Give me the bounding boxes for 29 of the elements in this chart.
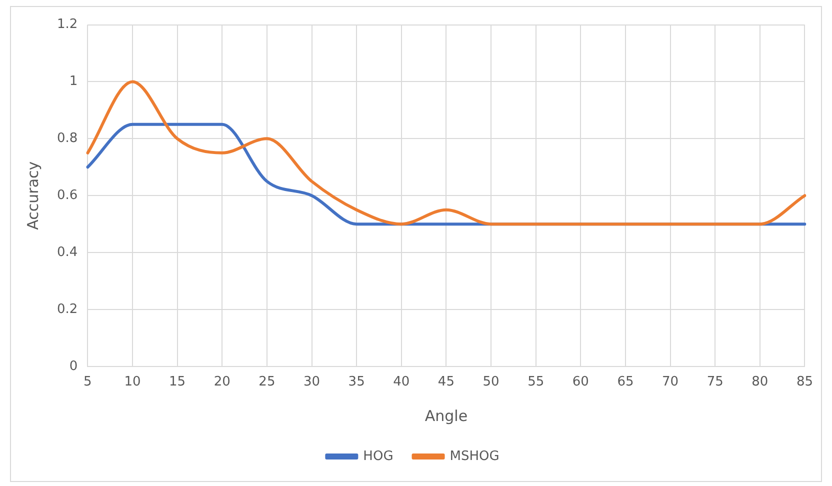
- y-tick-label: 1.2: [56, 17, 78, 32]
- y-tick-label: 0.8: [56, 131, 78, 146]
- x-tick-label: 65: [617, 374, 634, 390]
- y-tick-label: 0: [69, 358, 78, 374]
- legend-label: MSHOG: [450, 448, 500, 464]
- y-tick-label: 0.4: [56, 244, 78, 260]
- x-tick-label: 15: [169, 374, 186, 390]
- x-tick-label: 5: [84, 374, 92, 390]
- line-series: [86, 80, 806, 226]
- x-tick-label: 85: [796, 374, 813, 390]
- legend-label: HOG: [363, 448, 394, 464]
- x-tick-label: 50: [482, 374, 500, 390]
- y-axis-title: Accuracy: [24, 161, 42, 230]
- x-tick-label: 30: [303, 374, 320, 390]
- x-tick-label: 20: [214, 374, 230, 390]
- x-tick-label: 40: [393, 374, 410, 390]
- x-tick-label: 60: [572, 374, 589, 390]
- y-tick-label: 0.2: [56, 302, 78, 317]
- x-tick-label: 70: [662, 374, 679, 390]
- x-tick-label: 10: [124, 374, 141, 390]
- x-tick-label: 55: [528, 374, 544, 390]
- x-tick-label: 25: [258, 374, 276, 390]
- x-tick-label: 80: [752, 374, 768, 390]
- x-tick-label: 35: [348, 374, 365, 390]
- x-tick-label: 45: [438, 374, 454, 390]
- x-tick-label: 75: [706, 374, 724, 390]
- x-axis-title: Angle: [424, 406, 468, 425]
- y-tick-label: 1: [69, 74, 78, 90]
- y-tick-label: 0.6: [56, 188, 78, 203]
